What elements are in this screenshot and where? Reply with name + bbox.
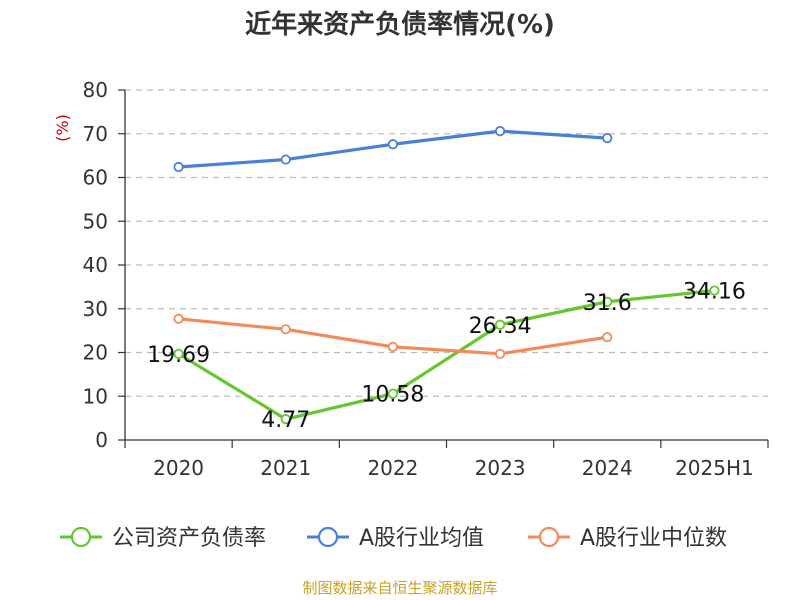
data-point	[173, 348, 184, 359]
data-point	[387, 388, 399, 399]
data-point	[387, 139, 399, 150]
x-tick-label: 2023	[475, 456, 526, 480]
data-label: 26.34	[469, 314, 532, 339]
x-tick-label: 2025H1	[675, 456, 754, 480]
legend-entry-label: A股行业中位数	[580, 526, 727, 551]
data-label: 31.6	[583, 291, 632, 316]
y-tick-label: 30	[83, 297, 108, 321]
data-label: 34.16	[683, 280, 746, 305]
data-source-note: 制图数据来自恒生聚源数据库	[302, 579, 497, 597]
data-point	[173, 313, 184, 324]
legend-entry-label: A股行业均值	[359, 526, 484, 551]
data-point	[494, 319, 506, 330]
x-tick-label: 2022	[367, 456, 418, 480]
axes: 0 10 20 30 40 50 60 70 80 2020 2021 2022 2023 2024 202…	[83, 78, 769, 480]
y-tick-label: 70	[83, 122, 108, 146]
chart-title: 近年来资产负债率情况(%)	[245, 9, 555, 40]
series-lines	[173, 126, 720, 425]
y-tick-label: 80	[83, 78, 108, 102]
data-point	[709, 285, 720, 296]
data-point	[494, 126, 506, 137]
y-tick-label: 60	[83, 166, 108, 190]
x-tick-label: 2021	[260, 456, 311, 480]
y-tick-label: 40	[83, 253, 108, 277]
data-point	[173, 161, 184, 173]
legend: 公司资产负债率 A股行业均值 A股行业中位数	[60, 526, 727, 551]
data-point	[280, 154, 291, 165]
legend-swatch-marker	[317, 526, 339, 548]
y-axis-unit: (%)	[53, 114, 72, 142]
data-label: 10.58	[361, 383, 424, 408]
y-tick-label: 0	[95, 428, 108, 452]
y-tick-label: 50	[83, 209, 108, 233]
y-tick-label: 10	[83, 384, 108, 408]
data-label: 19.69	[147, 343, 210, 368]
data-point	[602, 332, 613, 343]
legend-swatch-marker	[538, 526, 560, 548]
data-label: 4.77	[261, 408, 310, 433]
x-tick-label: 2024	[582, 456, 633, 480]
gridlines	[125, 89, 768, 397]
legend-swatch-marker	[70, 526, 92, 548]
x-tick-label: 2020	[153, 456, 204, 480]
data-labels: 19.69 4.77 10.58 26.34 31.6 34.16	[147, 280, 746, 434]
data-point	[387, 341, 399, 352]
data-point	[602, 133, 613, 144]
data-point	[280, 324, 291, 335]
series-line	[177, 288, 715, 421]
legend-entry-label: 公司资产负债率	[112, 526, 266, 551]
data-point	[280, 414, 291, 425]
y-tick-label: 20	[83, 341, 108, 365]
data-point	[494, 348, 506, 359]
data-point	[602, 296, 613, 307]
